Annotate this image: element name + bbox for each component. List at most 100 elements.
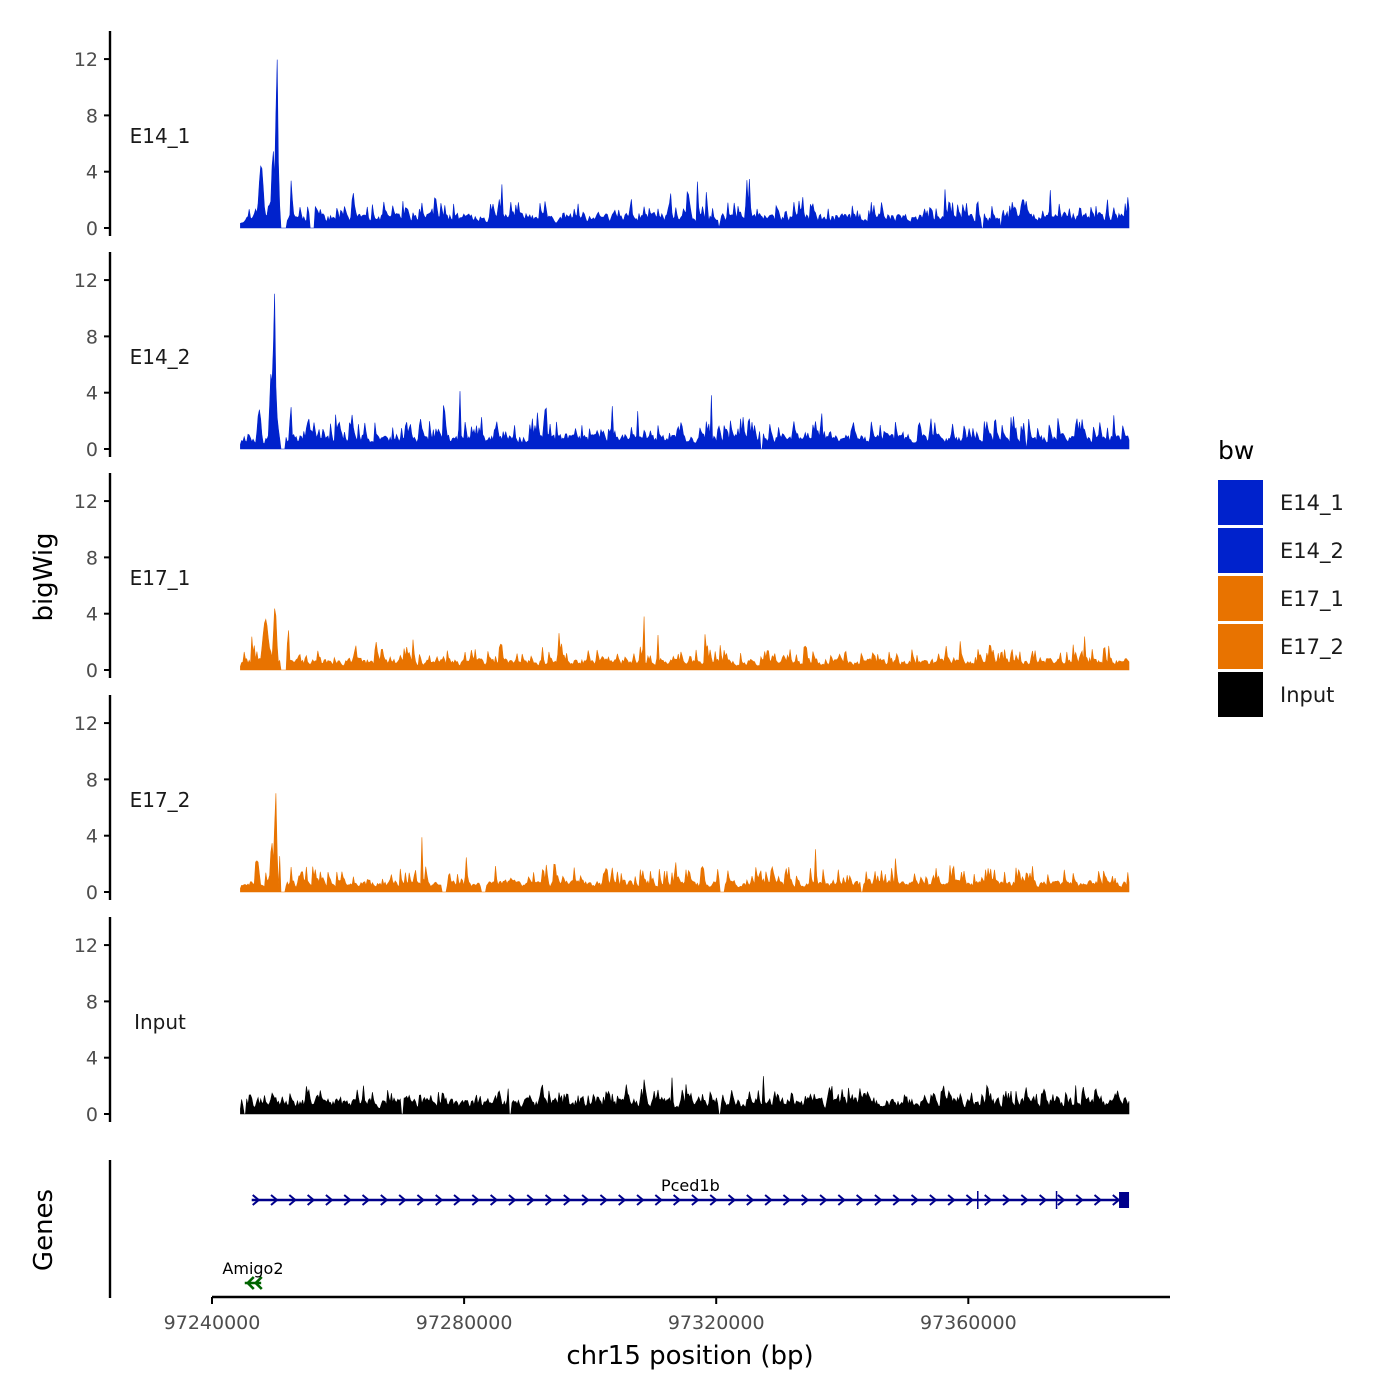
strand-arrow bbox=[691, 1194, 700, 1206]
legend-swatch bbox=[1218, 528, 1263, 573]
strand-arrow bbox=[270, 1194, 279, 1206]
y-tick-label: 0 bbox=[86, 660, 98, 682]
strand-arrow bbox=[471, 1194, 480, 1206]
strand-arrow bbox=[252, 1194, 261, 1206]
strand-arrow bbox=[361, 1194, 371, 1206]
strand-arrow bbox=[435, 1194, 444, 1206]
strand-arrow bbox=[489, 1194, 499, 1206]
strand-arrow bbox=[672, 1194, 682, 1206]
x-tick-label: 97280000 bbox=[416, 1312, 513, 1334]
y-tick-label: 4 bbox=[86, 162, 98, 184]
strand-arrow bbox=[1002, 1194, 1011, 1206]
track-label: E17_1 bbox=[130, 566, 191, 590]
strand-arrow bbox=[306, 1194, 316, 1206]
y-tick-label: 0 bbox=[86, 882, 98, 904]
exon-block bbox=[1119, 1192, 1130, 1208]
legend-swatch bbox=[1218, 672, 1263, 717]
track-label: E14_2 bbox=[130, 345, 191, 369]
y-tick-label: 0 bbox=[86, 1104, 98, 1126]
y-tick-label: 12 bbox=[74, 935, 98, 957]
track-panels: 0 4 8 12 E14_1 0 4 8 12 E14_2 0 4 8 12 E17_1 0 4 8 12 E17_2… bbox=[74, 31, 1130, 1126]
strand-arrow bbox=[837, 1194, 846, 1206]
x-axis: 97240000 97280000 97320000 97360000 bbox=[164, 1295, 1170, 1334]
strand-arrow bbox=[1112, 1194, 1121, 1206]
strand-arrow bbox=[343, 1194, 352, 1206]
strand-arrow bbox=[874, 1194, 883, 1206]
strand-arrow bbox=[746, 1194, 755, 1206]
strand-arrow bbox=[245, 1276, 255, 1290]
strand-arrow bbox=[398, 1194, 407, 1206]
track-label: E17_2 bbox=[130, 788, 191, 812]
strand-arrow bbox=[654, 1194, 663, 1206]
strand-arrow bbox=[855, 1194, 865, 1206]
legend-title: bw bbox=[1218, 436, 1254, 465]
track-panel-e14-1: 0 4 8 12 E14_1 bbox=[74, 31, 1130, 240]
gene-amigo2: Amigo2 bbox=[222, 1259, 284, 1290]
strand-arrow bbox=[526, 1194, 535, 1206]
strand-arrow bbox=[599, 1194, 608, 1206]
strand-arrow bbox=[782, 1194, 791, 1206]
gene-annotation-panel: Pced1b Amigo2 bbox=[108, 1160, 1130, 1298]
legend-label: E17_2 bbox=[1280, 635, 1344, 660]
track-panel-e14-2: 0 4 8 12 E14_2 bbox=[74, 252, 1130, 461]
y-tick-label: 12 bbox=[74, 49, 98, 71]
legend-label: E17_1 bbox=[1280, 587, 1344, 612]
strand-arrow bbox=[1038, 1194, 1048, 1206]
track-label: E14_1 bbox=[130, 124, 191, 148]
legend: bw E14_1 E14_2 E17_1 E17_2 Input bbox=[1218, 436, 1344, 717]
strand-arrow bbox=[764, 1194, 773, 1206]
strand-arrow bbox=[325, 1194, 334, 1206]
legend-label: E14_2 bbox=[1280, 539, 1344, 564]
y-tick-label: 8 bbox=[86, 991, 98, 1013]
strand-arrow bbox=[709, 1194, 718, 1206]
strand-arrow bbox=[947, 1194, 956, 1206]
legend-label: E14_1 bbox=[1280, 491, 1344, 516]
y-tick-label: 8 bbox=[86, 769, 98, 791]
y-tick-label: 4 bbox=[86, 383, 98, 405]
track-panel-input: 0 4 8 12 Input bbox=[74, 917, 1130, 1126]
x-tick-label: 97240000 bbox=[164, 1312, 261, 1334]
y-tick-label: 0 bbox=[86, 439, 98, 461]
legend-label: Input bbox=[1280, 683, 1334, 707]
y-tick-label: 12 bbox=[74, 713, 98, 735]
strand-arrow bbox=[453, 1194, 462, 1206]
y-tick-label: 4 bbox=[86, 826, 98, 848]
y-tick-label: 12 bbox=[74, 270, 98, 292]
strand-arrow bbox=[727, 1194, 737, 1206]
y-tick-label: 0 bbox=[86, 218, 98, 240]
strand-arrow bbox=[892, 1194, 901, 1206]
strand-arrow bbox=[1057, 1194, 1066, 1206]
signal-area-e14-2 bbox=[240, 293, 1130, 450]
legend-swatch bbox=[1218, 624, 1263, 669]
genes-panel-title: Genes bbox=[29, 1189, 59, 1271]
strand-arrow bbox=[636, 1194, 645, 1206]
strand-arrow bbox=[1020, 1194, 1029, 1206]
signal-area-input bbox=[240, 1076, 1130, 1115]
legend-swatch bbox=[1218, 480, 1263, 525]
strand-arrow bbox=[563, 1194, 572, 1206]
gene-label: Amigo2 bbox=[222, 1259, 283, 1278]
y-tick-label: 8 bbox=[86, 105, 98, 127]
legend-swatch bbox=[1218, 576, 1263, 621]
signal-area-e17-2 bbox=[240, 793, 1130, 893]
track-panel-e17-1: 0 4 8 12 E17_1 bbox=[74, 473, 1130, 682]
strand-arrow bbox=[380, 1194, 389, 1206]
y-tick-label: 8 bbox=[86, 547, 98, 569]
strand-arrow bbox=[581, 1194, 590, 1206]
y-tick-label: 8 bbox=[86, 326, 98, 348]
strand-arrow bbox=[984, 1194, 993, 1206]
strand-arrow bbox=[544, 1194, 554, 1206]
strand-arrow bbox=[819, 1194, 828, 1206]
strand-arrow bbox=[965, 1194, 974, 1206]
x-tick-label: 97320000 bbox=[668, 1312, 765, 1334]
y-axis-title: bigWig bbox=[29, 532, 59, 621]
y-tick-label: 4 bbox=[86, 1048, 98, 1070]
y-tick-label: 4 bbox=[86, 604, 98, 626]
signal-area-e17-1 bbox=[240, 608, 1130, 671]
track-panel-e17-2: 0 4 8 12 E17_2 bbox=[74, 695, 1130, 904]
strand-arrow bbox=[508, 1194, 517, 1206]
strand-arrow bbox=[288, 1194, 297, 1206]
gene-label: Pced1b bbox=[661, 1176, 720, 1195]
gene-pced1b: Pced1b bbox=[251, 1176, 1130, 1209]
